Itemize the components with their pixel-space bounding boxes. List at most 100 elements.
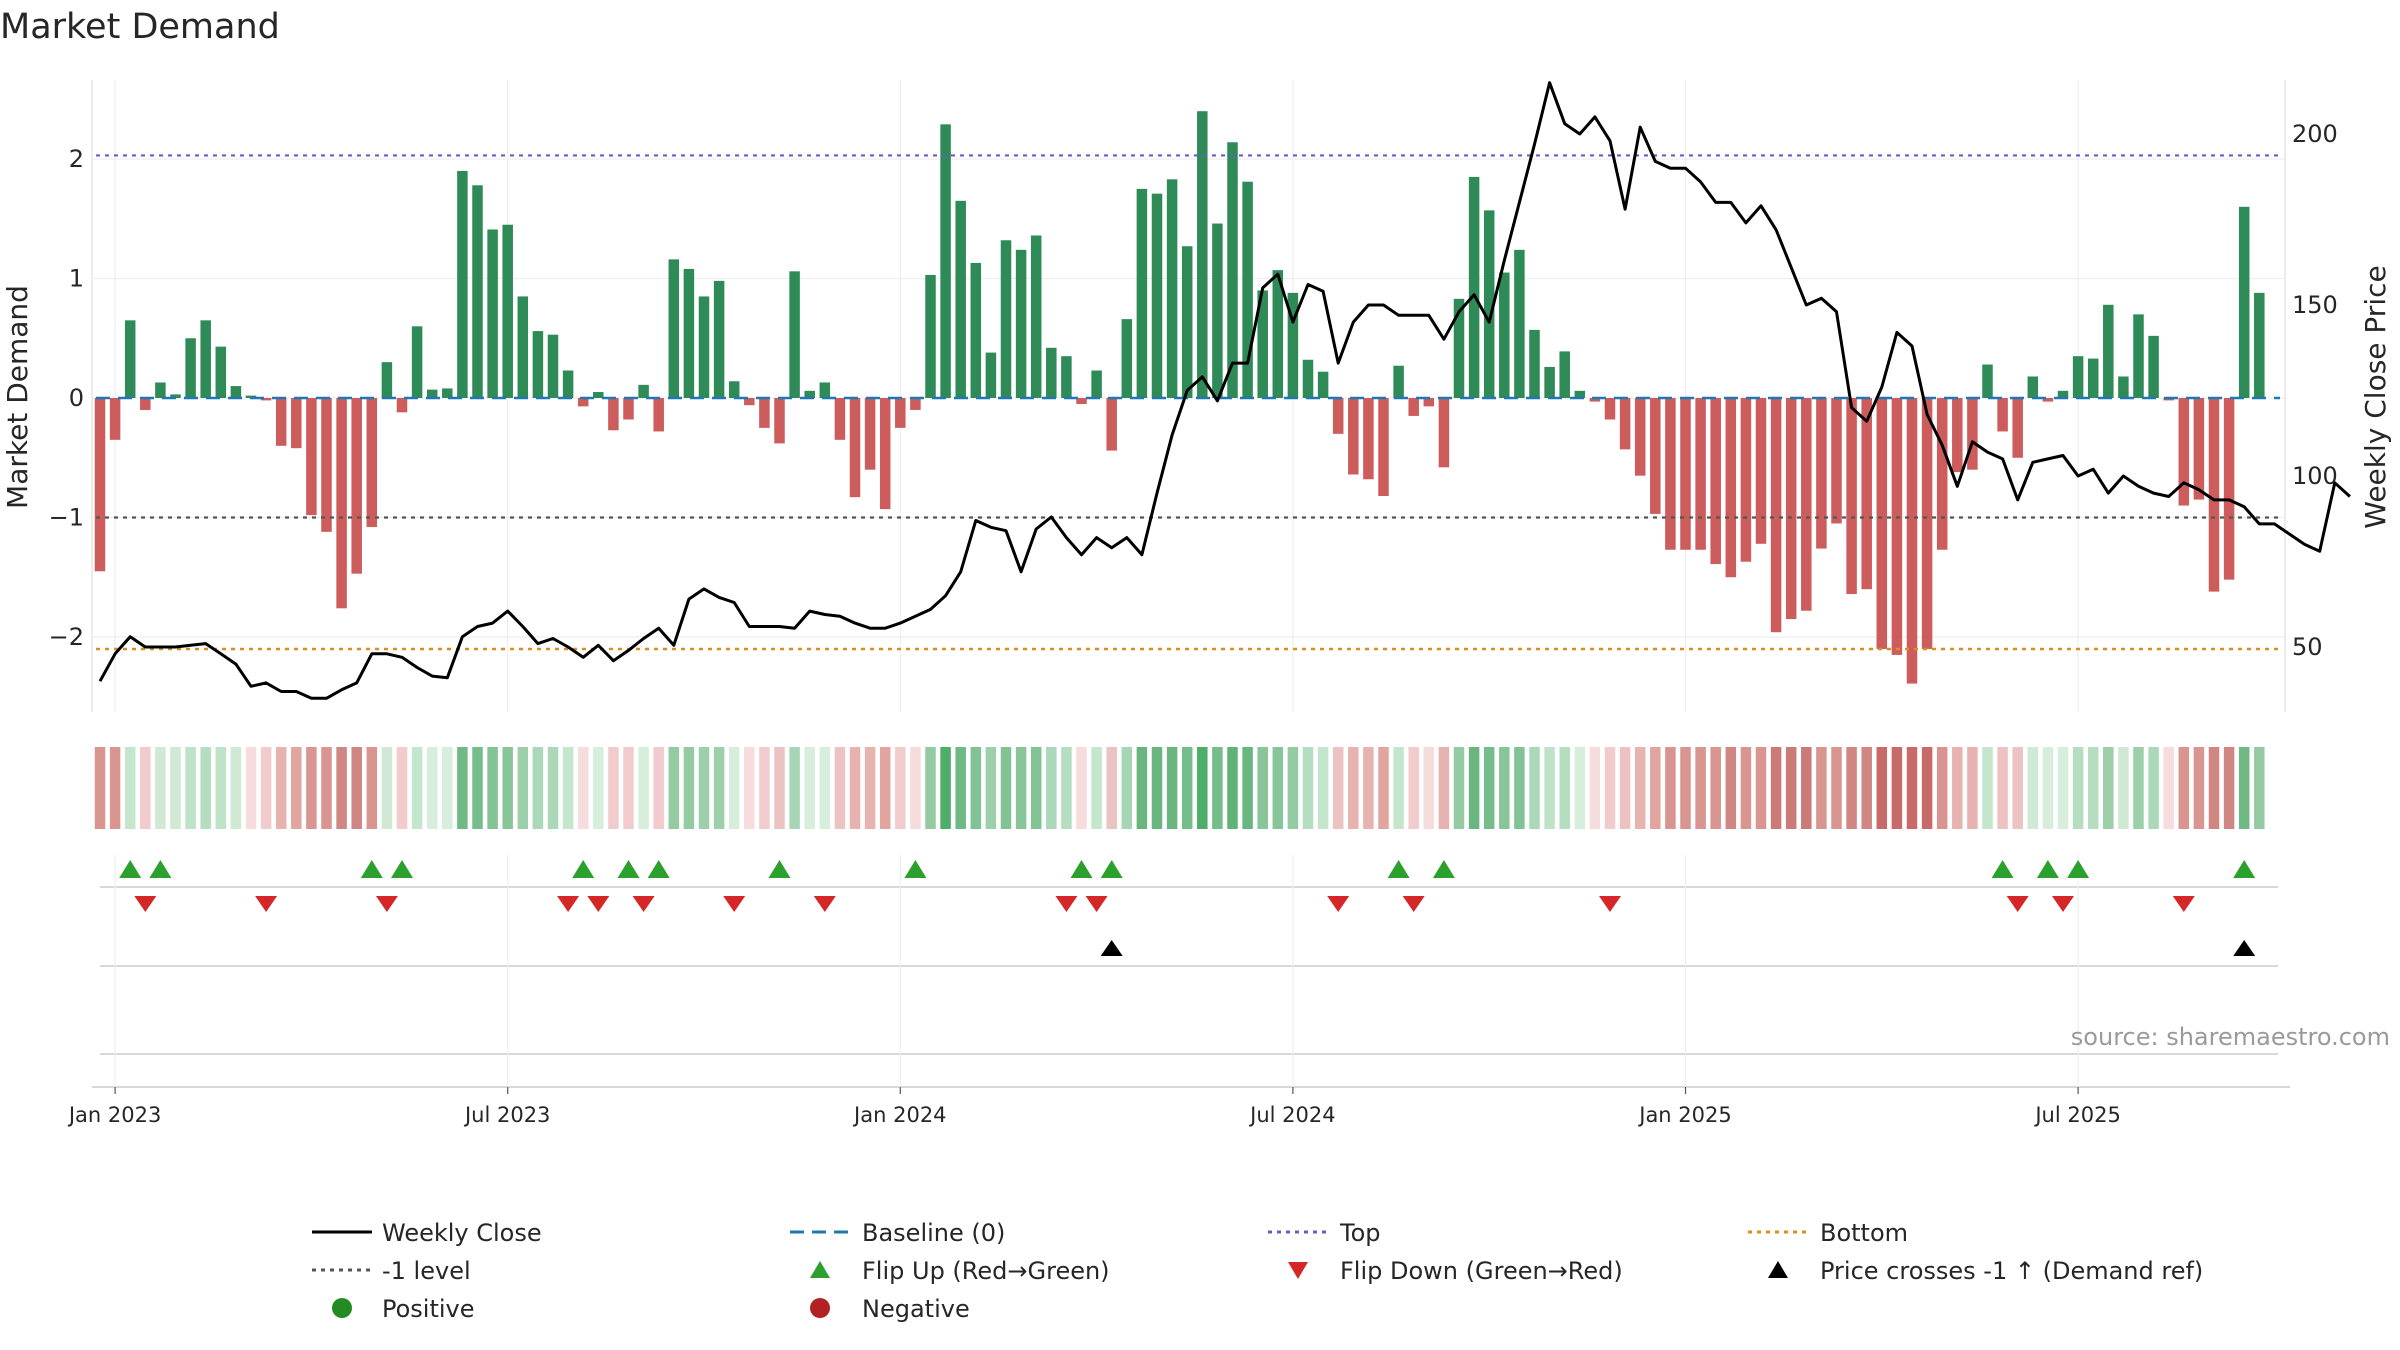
demand-bar (895, 398, 906, 428)
demand-bar (2193, 398, 2205, 500)
demand-bar (2178, 398, 2190, 506)
legend-negative-marker (810, 1298, 830, 1318)
demand-bar (804, 390, 815, 398)
demand-bar (864, 398, 876, 470)
demand-bar (1453, 298, 1465, 398)
demand-bar (683, 268, 695, 398)
demand-bar (366, 398, 378, 528)
heat-cell (1438, 747, 1450, 829)
demand-bar (1861, 398, 1872, 590)
demand-bar (849, 398, 861, 498)
heat-cell (1936, 747, 1948, 829)
demand-bar (1302, 359, 1314, 398)
heat-cell (1680, 747, 1691, 829)
heat-cell (1393, 747, 1404, 829)
demand-bar (608, 398, 619, 431)
heat-cell (1363, 747, 1374, 829)
demand-bar (1106, 398, 1117, 451)
heat-cell (1634, 747, 1646, 829)
heat-cell (1468, 747, 1480, 829)
demand-bar (1846, 398, 1857, 594)
demand-bar (1030, 235, 1042, 398)
flip-up-marker (1432, 860, 1455, 878)
heat-cell (789, 747, 800, 829)
left-axis-label: Market Demand (1, 285, 34, 509)
heat-cell (819, 747, 831, 829)
heat-cell (170, 747, 181, 829)
right-tick-label: 100 (2292, 462, 2338, 490)
heat-cell (1785, 747, 1797, 829)
heat-cell (1921, 747, 1933, 829)
flip-down-marker (1327, 896, 1350, 912)
heat-cell (442, 747, 453, 829)
heat-cell (547, 747, 559, 829)
demand-bar (1529, 329, 1540, 398)
legend-flip-down: Flip Down (Green→Red) (1340, 1257, 1623, 1285)
heat-cell (2193, 747, 2205, 829)
heat-cell (1906, 747, 1918, 829)
demand-bar (1499, 272, 1510, 398)
legend: Weekly Close Baseline (0) Top Bottom -1 … (312, 1219, 2203, 1323)
heat-cell (200, 747, 211, 829)
heat-cell (1197, 747, 1208, 829)
heat-cell (2223, 747, 2235, 829)
demand-bars (94, 111, 2265, 684)
demand-bar (2042, 398, 2054, 402)
demand-bar (1589, 398, 1601, 402)
heat-cell (1861, 747, 1872, 829)
flip-down-marker (1599, 896, 1621, 912)
legend-baseline: Baseline (0) (862, 1219, 1005, 1247)
chart-title: Market Demand (0, 7, 280, 47)
heat-cell (1574, 747, 1586, 829)
x-tick-label: Jan 2024 (852, 1103, 947, 1127)
flip-up-marker (647, 860, 670, 878)
flip-up-marker (391, 860, 413, 878)
demand-bar (879, 398, 891, 510)
heat-cell (2208, 747, 2220, 829)
heat-cell (230, 747, 242, 829)
right-tick-label: 50 (2292, 633, 2323, 661)
flip-down-marker (557, 896, 580, 912)
demand-bar (2103, 304, 2114, 398)
left-tick-label: −1 (49, 504, 84, 532)
flip-up-marker (768, 860, 791, 878)
demand-bar (1378, 398, 1389, 496)
heat-cell (1227, 747, 1238, 829)
demand-bar (170, 394, 181, 398)
demand-bar (1393, 365, 1404, 398)
flip-up-marker (2233, 860, 2256, 878)
demand-bar (275, 398, 287, 446)
demand-bar (1363, 398, 1374, 480)
demand-bar (638, 384, 649, 398)
demand-bar (1166, 179, 1178, 398)
heat-cell (215, 747, 227, 829)
close-line-group (98, 81, 2351, 700)
demand-bar (1332, 398, 1344, 434)
demand-bar (774, 398, 785, 444)
heat-cell (970, 747, 982, 829)
demand-bar (124, 320, 136, 398)
demand-bar (1272, 270, 1284, 398)
demand-bar (306, 398, 317, 516)
heat-cell (366, 747, 378, 829)
demand-bar (321, 398, 332, 532)
demand-bar (1212, 223, 1223, 398)
demand-bar (442, 388, 453, 398)
heat-cell (1212, 747, 1223, 829)
heat-cell (1967, 747, 1978, 829)
heat-cell (562, 747, 574, 829)
flip-up-marker (1387, 860, 1410, 878)
heat-cell (517, 747, 529, 829)
legend-flip-up: Flip Up (Red→Green) (862, 1257, 1110, 1285)
demand-bar (1770, 398, 1782, 633)
heat-cell (683, 747, 695, 829)
demand-bar (185, 338, 196, 398)
demand-bar (1574, 390, 1586, 398)
demand-bar (698, 296, 710, 398)
heat-cell (1544, 747, 1555, 829)
demand-bar (411, 326, 423, 398)
heat-cell (426, 747, 438, 829)
demand-bar (925, 274, 936, 398)
demand-bar (668, 259, 680, 398)
right-axis-label: Weekly Close Price (2359, 265, 2392, 528)
